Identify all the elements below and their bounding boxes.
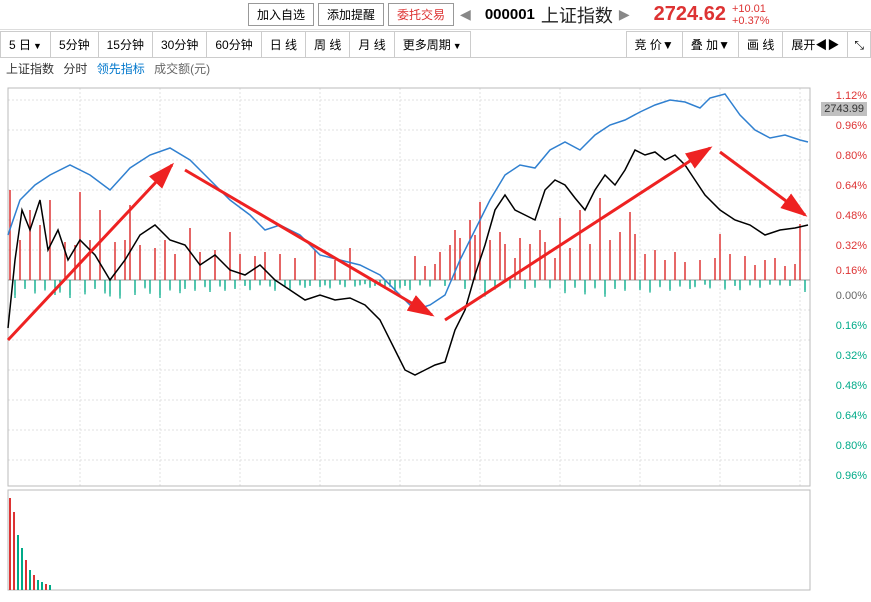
price-tag: 2743.99 bbox=[821, 102, 867, 116]
expand-tab[interactable]: 展开◀▶ bbox=[782, 31, 848, 57]
axis-label: 0.80% bbox=[819, 440, 867, 452]
axis-label: 0.48% bbox=[819, 210, 867, 222]
period-tab-6[interactable]: 周 线 bbox=[305, 31, 350, 57]
fullscreen-icon[interactable]: ⤡ bbox=[847, 31, 871, 57]
period-tab-5[interactable]: 日 线 bbox=[261, 31, 306, 57]
overlay-tab[interactable]: 叠 加▼ bbox=[682, 31, 739, 57]
period-tab-0[interactable]: 5 日▼ bbox=[0, 31, 51, 57]
axis-label: 0.96% bbox=[819, 120, 867, 132]
legend-leading[interactable]: 领先指标 bbox=[97, 62, 145, 76]
header-buttons: 加入自选 添加提醒 委托交易 bbox=[248, 3, 454, 26]
axis-label: 0.48% bbox=[819, 380, 867, 392]
period-tab-1[interactable]: 5分钟 bbox=[50, 31, 99, 57]
right-tabs: 竞 价▼ 叠 加▼ 画 线 展开◀▶ ⤡ bbox=[627, 31, 871, 57]
period-tab-8[interactable]: 更多周期▼ bbox=[394, 31, 471, 57]
change-abs: +10.01 bbox=[732, 3, 770, 15]
add-watch-button[interactable]: 加入自选 bbox=[248, 3, 314, 26]
axis-label: 1.12% bbox=[819, 90, 867, 102]
stock-name: 上证指数 bbox=[541, 2, 613, 28]
arrows-layer bbox=[0, 80, 820, 600]
legend-name: 上证指数 bbox=[6, 62, 54, 76]
axis-label: 0.96% bbox=[819, 470, 867, 482]
chart-area[interactable]: 1.12% 0.96% 0.80% 0.64% 0.48% 0.32% 0.16% 0.00%… bbox=[0, 80, 871, 600]
axis-label: 0.32% bbox=[819, 240, 867, 252]
axis-label: 0.16% bbox=[819, 320, 867, 332]
change-pct: +0.37% bbox=[732, 15, 770, 27]
bidask-tab[interactable]: 竞 价▼ bbox=[626, 31, 683, 57]
period-tab-3[interactable]: 30分钟 bbox=[152, 31, 207, 57]
period-tab-7[interactable]: 月 线 bbox=[349, 31, 394, 57]
chart-legend: 上证指数 分时 领先指标 成交额(元) bbox=[0, 58, 871, 80]
header-bar: 加入自选 添加提醒 委托交易 ◀ 000001 上证指数 ▶ 2724.62 +… bbox=[0, 0, 871, 30]
trade-button[interactable]: 委托交易 bbox=[388, 3, 454, 26]
legend-intraday: 分时 bbox=[63, 62, 87, 76]
change-values: +10.01 +0.37% bbox=[732, 3, 770, 27]
axis-label: 0.32% bbox=[819, 350, 867, 362]
period-tabs: 5 日▼5分钟15分钟30分钟60分钟日 线周 线月 线更多周期▼ 竞 价▼ 叠… bbox=[0, 30, 871, 58]
axis-label: 0.00% bbox=[819, 290, 867, 302]
legend-volume: 成交额(元) bbox=[154, 62, 210, 76]
prev-arrow-icon[interactable]: ◀ bbox=[454, 6, 477, 23]
price-value: 2724.62 bbox=[654, 3, 726, 26]
axis-label: 0.80% bbox=[819, 150, 867, 162]
add-alert-button[interactable]: 添加提醒 bbox=[318, 3, 384, 26]
period-tab-2[interactable]: 15分钟 bbox=[98, 31, 153, 57]
draw-tab[interactable]: 画 线 bbox=[738, 31, 783, 57]
axis-label: 0.64% bbox=[819, 180, 867, 192]
axis-label: 0.64% bbox=[819, 410, 867, 422]
axis-label: 0.16% bbox=[819, 265, 867, 277]
stock-code: 000001 bbox=[485, 6, 535, 23]
next-arrow-icon[interactable]: ▶ bbox=[613, 6, 636, 23]
period-tab-4[interactable]: 60分钟 bbox=[206, 31, 261, 57]
